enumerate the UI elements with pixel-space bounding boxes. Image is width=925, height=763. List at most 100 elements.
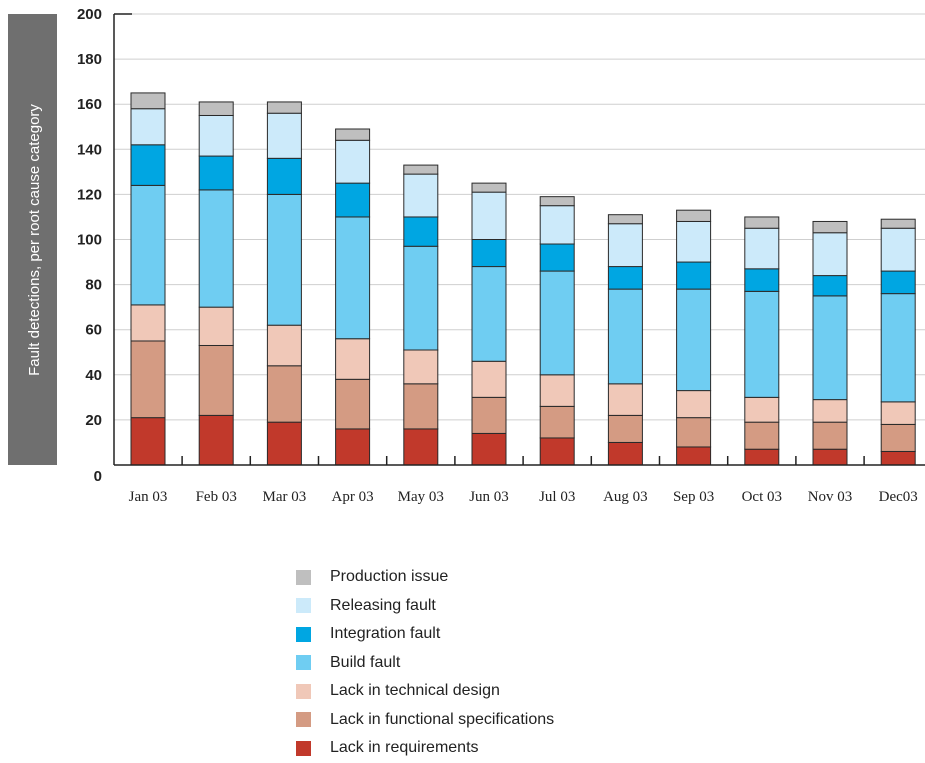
bar-segment — [880, 270, 916, 295]
bar-segment — [539, 437, 575, 466]
bar-segment — [471, 360, 507, 398]
bar-segment — [607, 383, 643, 416]
legend-item: Releasing fault — [296, 592, 554, 621]
bar-segment — [676, 220, 712, 263]
legend-swatch — [296, 740, 311, 756]
bar-segment — [198, 114, 234, 157]
x-tick-label: Feb 03 — [196, 489, 237, 505]
bar-segment — [403, 164, 439, 175]
y-tick-label: 100 — [77, 232, 102, 249]
legend-swatch — [296, 626, 311, 642]
bar-segment — [130, 108, 166, 146]
bar-segment — [676, 446, 712, 466]
y-tick-label: 0 — [94, 468, 102, 485]
bar-segment — [130, 144, 166, 186]
bar-segment — [539, 270, 575, 376]
bar-segment — [880, 218, 916, 229]
bar-segment — [335, 378, 371, 430]
legend-item: Build fault — [296, 649, 554, 678]
bar-segment — [403, 173, 439, 218]
bar-stack-9 — [744, 216, 780, 466]
bar-segment — [130, 92, 166, 110]
legend-label: Production issue — [330, 568, 449, 586]
bar-segment — [198, 344, 234, 416]
legend-swatch — [296, 655, 311, 671]
bar-segment — [744, 216, 780, 229]
gridlines — [114, 13, 925, 421]
bar-segment — [744, 227, 780, 270]
bar-segment — [539, 196, 575, 207]
bar-segment — [607, 266, 643, 290]
bar-segment — [880, 401, 916, 425]
legend-label: Build fault — [330, 653, 401, 671]
bar-segment — [335, 139, 371, 184]
x-tick-label: Sep 03 — [673, 489, 714, 505]
x-tick-label: Jun 03 — [469, 489, 509, 505]
bar-segment — [335, 428, 371, 466]
legend-label: Lack in functional specifications — [330, 710, 555, 728]
bar-stack-6 — [539, 196, 575, 466]
bar-segment — [744, 396, 780, 423]
y-tick-label: 80 — [85, 277, 102, 294]
y-tick-label: 120 — [77, 186, 102, 203]
axes — [113, 13, 925, 466]
bar-segment — [266, 421, 302, 466]
bar-segment — [198, 306, 234, 346]
x-tick-labels: Jan 03 Feb 03 Mar 03 Apr 03 May 03 Jun 03 Jul … — [129, 489, 918, 505]
y-tick-label: 200 — [77, 6, 102, 23]
bar-segment — [335, 182, 371, 218]
bar-segment — [266, 101, 302, 114]
bar-segment — [266, 193, 302, 326]
y-axis-title: Fault detections, per root cause categor… — [8, 14, 57, 465]
bar-segment — [130, 417, 166, 466]
x-tick-label: Dec03 — [879, 489, 918, 505]
bar-segment — [403, 216, 439, 247]
bar-segment — [880, 423, 916, 452]
bar-segment — [607, 441, 643, 466]
bar-segment — [539, 243, 575, 272]
bar-segment — [812, 295, 848, 401]
bar-segment — [812, 399, 848, 423]
legend: Production issue Releasing fault Integrati… — [296, 563, 554, 763]
bar-segment — [266, 324, 302, 367]
bar-segment — [744, 448, 780, 466]
y-tick-label: 60 — [85, 322, 102, 339]
bar-segment — [676, 288, 712, 392]
x-tick-label: Nov 03 — [808, 489, 853, 505]
bar-segment — [266, 157, 302, 195]
legend-item: Lack in technical design — [296, 677, 554, 706]
bar-stack-1 — [198, 101, 234, 466]
bar-stack-3 — [335, 128, 371, 466]
bar-segment — [335, 128, 371, 141]
bar-segment — [198, 189, 234, 308]
y-tick-label: 140 — [77, 141, 102, 158]
bar-segment — [676, 261, 712, 290]
legend-label: Lack in requirements — [330, 739, 479, 757]
bar-segment — [403, 428, 439, 466]
bar-segment — [812, 220, 848, 234]
legend-label: Releasing fault — [330, 596, 436, 614]
bar-segment — [335, 216, 371, 340]
bar-segment — [676, 390, 712, 419]
x-tick-label: Mar 03 — [263, 489, 307, 505]
bar-segment — [130, 184, 166, 306]
bar-segment — [676, 209, 712, 222]
bar-segment — [403, 349, 439, 385]
bar-segment — [539, 405, 575, 439]
legend-label: Lack in technical design — [330, 682, 500, 700]
bar-segment — [130, 304, 166, 342]
x-tick-label: Oct 03 — [742, 489, 782, 505]
bar-segment — [198, 155, 234, 191]
legend-swatch — [296, 598, 311, 614]
bar-segment — [607, 223, 643, 268]
bar-segment — [471, 191, 507, 241]
x-tick-label: Jan 03 — [129, 489, 168, 505]
bar-segment — [676, 417, 712, 448]
y-axis-title-background — [8, 14, 57, 465]
legend-item: Production issue — [296, 563, 554, 592]
bar-stack-2 — [266, 101, 302, 466]
bar-segment — [744, 421, 780, 450]
legend-item: Integration fault — [296, 620, 554, 649]
bar-segment — [471, 266, 507, 362]
